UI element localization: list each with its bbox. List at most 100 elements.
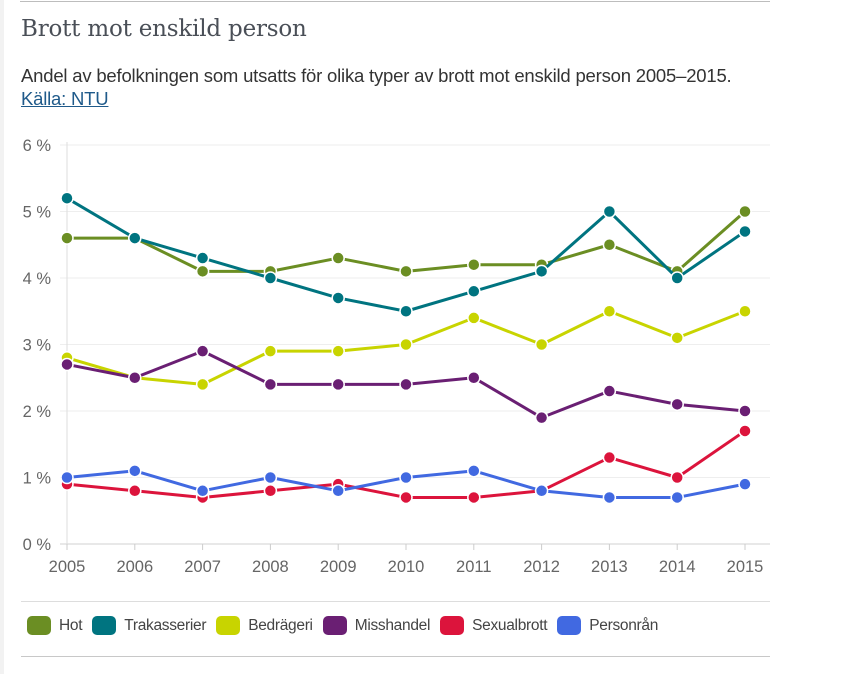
legend-swatch xyxy=(92,616,117,635)
data-point[interactable] xyxy=(195,264,210,279)
data-point[interactable] xyxy=(195,377,210,392)
data-point[interactable] xyxy=(331,251,345,265)
data-point[interactable] xyxy=(602,490,617,505)
legend-swatch xyxy=(27,616,51,635)
series-group xyxy=(60,191,752,505)
source-link[interactable]: Källa: NTU xyxy=(21,88,109,109)
data-point[interactable] xyxy=(738,224,752,239)
data-point[interactable] xyxy=(263,377,278,392)
data-point[interactable] xyxy=(128,371,142,385)
line-chart: 0 %1 %2 %3 %4 %5 %6 % 2005 2006 2007 2008 20… xyxy=(23,137,770,576)
y-tick-label: 5 % xyxy=(23,204,52,222)
data-point[interactable] xyxy=(467,284,481,299)
data-point[interactable] xyxy=(738,304,752,318)
legend-item-personr-n[interactable]: Personrån xyxy=(557,616,658,635)
series-hot xyxy=(60,204,752,279)
data-point[interactable] xyxy=(195,484,210,498)
data-point[interactable] xyxy=(331,484,345,498)
series-personr-n xyxy=(60,464,752,505)
data-point[interactable] xyxy=(399,490,413,505)
data-point[interactable] xyxy=(467,464,481,478)
y-tick-label: 2 % xyxy=(23,403,52,421)
data-point[interactable] xyxy=(602,450,617,465)
x-tick-label: 2010 xyxy=(388,558,425,576)
data-point[interactable] xyxy=(195,251,210,265)
data-point[interactable] xyxy=(602,304,617,318)
data-point[interactable] xyxy=(602,384,617,398)
data-point[interactable] xyxy=(467,371,481,385)
data-point[interactable] xyxy=(738,204,752,219)
legend-swatch xyxy=(216,616,241,635)
x-tick-label: 2005 xyxy=(49,558,86,576)
series-sexualbrott xyxy=(60,424,752,505)
y-tick-label: 4 % xyxy=(23,270,52,288)
chart-subtitle: Andel av befolkningen som utsatts för ol… xyxy=(21,64,761,110)
data-point[interactable] xyxy=(602,204,617,219)
data-point[interactable] xyxy=(331,344,345,358)
data-point[interactable] xyxy=(399,470,413,485)
x-tick-label: 2008 xyxy=(252,558,289,576)
data-point[interactable] xyxy=(670,331,684,345)
data-point[interactable] xyxy=(263,470,278,485)
x-tick-label: 2007 xyxy=(184,558,221,576)
data-point[interactable] xyxy=(128,464,142,478)
data-point[interactable] xyxy=(738,404,752,418)
data-point[interactable] xyxy=(467,490,481,505)
data-point[interactable] xyxy=(195,344,210,358)
chart-title: Brott mot enskild person xyxy=(21,16,307,42)
data-point[interactable] xyxy=(128,484,142,498)
data-point[interactable] xyxy=(128,231,142,245)
gridlines xyxy=(60,144,770,545)
legend-item-hot[interactable]: Hot xyxy=(27,616,83,635)
data-point[interactable] xyxy=(60,470,74,485)
legend-swatch xyxy=(440,616,465,635)
data-point[interactable] xyxy=(467,311,481,325)
x-tick-label: 2011 xyxy=(456,558,491,576)
data-point[interactable] xyxy=(60,191,74,205)
data-point[interactable] xyxy=(263,271,278,285)
data-point[interactable] xyxy=(602,238,617,252)
legend-item-trakasserier[interactable]: Trakasserier xyxy=(92,616,206,635)
data-point[interactable] xyxy=(399,337,413,352)
legend: Hot Trakasserier Bedrägeri Misshandel Sexual… xyxy=(27,616,668,635)
series-trakasserier xyxy=(60,191,752,318)
data-point[interactable] xyxy=(331,291,345,305)
x-tick-label: 2006 xyxy=(116,558,153,576)
y-tick-label: 6 % xyxy=(23,137,52,155)
legend-item-misshandel[interactable]: Misshandel xyxy=(322,616,430,635)
data-point[interactable] xyxy=(738,424,752,438)
data-point[interactable] xyxy=(534,410,549,425)
x-tick-label: 2013 xyxy=(591,558,628,576)
series-misshandel xyxy=(60,344,752,425)
x-tick-label: 2012 xyxy=(523,558,560,576)
legend-label: Trakasserier xyxy=(124,616,207,634)
data-point[interactable] xyxy=(263,344,278,358)
data-point[interactable] xyxy=(263,484,278,498)
data-point[interactable] xyxy=(399,377,413,392)
page-margin xyxy=(0,0,4,674)
data-point[interactable] xyxy=(670,397,684,412)
data-point[interactable] xyxy=(670,271,684,285)
subtitle-text: Andel av befolkningen som utsatts för ol… xyxy=(21,65,732,86)
data-point[interactable] xyxy=(399,304,413,318)
y-tick-label: 0 % xyxy=(23,536,52,554)
x-axis-ticks: 2005 2006 2007 2008 2009 2010 2011 2012 2013 2014… xyxy=(49,544,763,576)
data-point[interactable] xyxy=(534,484,549,498)
x-tick-label: 2009 xyxy=(320,558,357,576)
legend-item-sexualbrott[interactable]: Sexualbrott xyxy=(440,616,548,635)
data-point[interactable] xyxy=(670,470,684,485)
legend-swatch xyxy=(557,616,582,635)
data-point[interactable] xyxy=(738,477,752,491)
data-point[interactable] xyxy=(399,264,413,279)
legend-item-bedr-geri[interactable]: Bedrägeri xyxy=(216,616,313,635)
legend-label: Hot xyxy=(59,616,83,634)
series-line-hot xyxy=(67,210,746,273)
data-point[interactable] xyxy=(60,231,74,245)
data-point[interactable] xyxy=(534,337,549,352)
data-point[interactable] xyxy=(60,357,74,372)
data-point[interactable] xyxy=(670,490,684,505)
data-point[interactable] xyxy=(331,377,345,392)
data-point[interactable] xyxy=(534,264,549,279)
data-point[interactable] xyxy=(467,257,481,272)
top-divider xyxy=(20,1,770,2)
